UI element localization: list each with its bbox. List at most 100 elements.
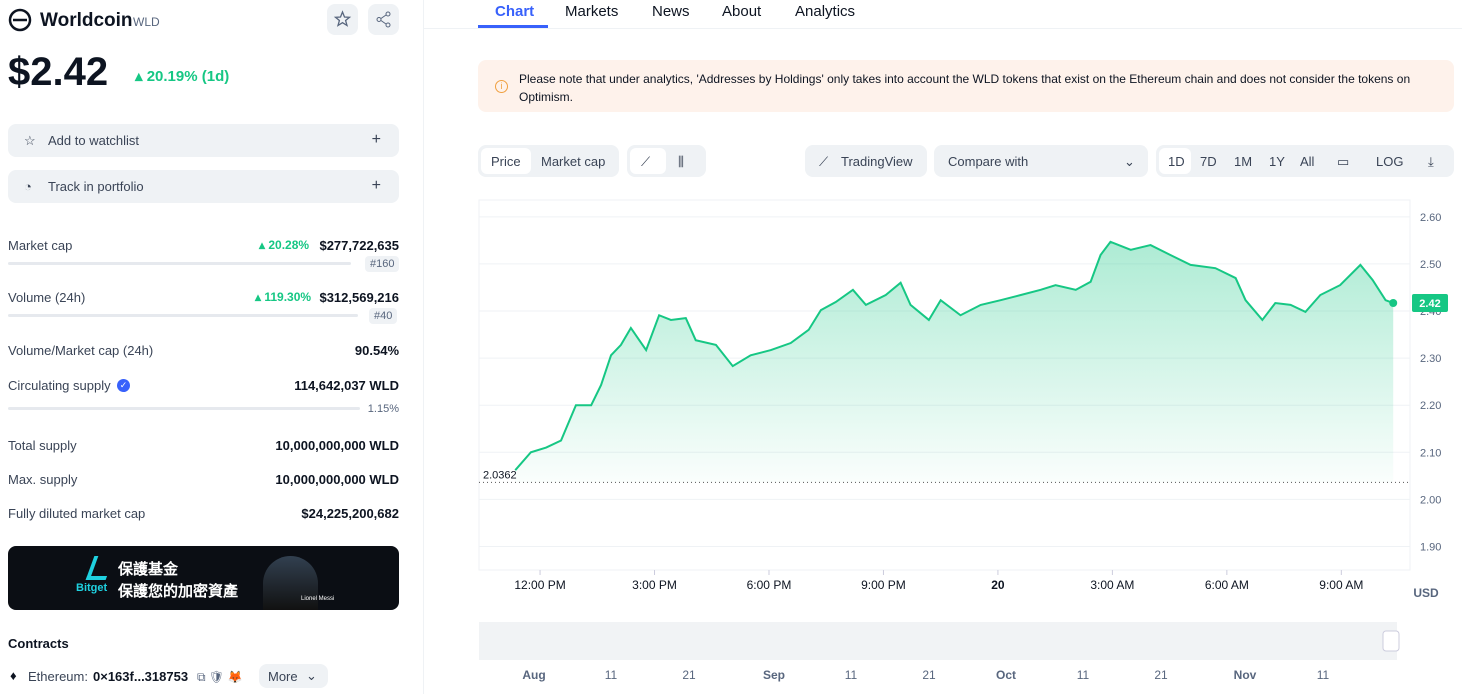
currency-label: USD xyxy=(1413,586,1439,600)
toggle-price[interactable]: Price xyxy=(491,154,521,169)
chart-type-toggle[interactable]: ⟋ ⫼ xyxy=(627,145,706,177)
portfolio-label: Track in portfolio xyxy=(48,179,144,194)
notice: i Please note that under analytics, 'Add… xyxy=(478,60,1454,112)
supply-percent: 1.15% xyxy=(367,403,399,415)
more-label: More xyxy=(268,669,298,684)
stat-value: $312,569,216 xyxy=(319,290,399,305)
star-button[interactable] xyxy=(327,4,358,35)
x-tick-label: 20 xyxy=(991,578,1005,592)
price: $2.42 xyxy=(8,50,109,94)
navigator-label: 21 xyxy=(682,668,696,682)
range-button[interactable]: All xyxy=(1300,154,1315,169)
tab[interactable]: News xyxy=(652,3,690,20)
ad-line2: 保護您的加密資產 xyxy=(118,583,239,600)
supply-bar xyxy=(8,407,360,410)
rank-bar xyxy=(8,262,351,265)
plot-frame xyxy=(478,199,1411,571)
tab[interactable]: Analytics xyxy=(795,3,856,20)
ad-line1: 保護基金 xyxy=(118,561,179,578)
range-button[interactable]: 7D xyxy=(1200,154,1217,169)
navigator-label: 21 xyxy=(1154,668,1168,682)
watchlist-label: Add to watchlist xyxy=(48,133,140,148)
coin-symbol: WLD xyxy=(133,15,160,29)
share-button[interactable] xyxy=(368,4,399,35)
compare-label: Compare with xyxy=(948,154,1029,169)
y-tick-label: 2.60 xyxy=(1420,212,1441,224)
x-tick-label: 9:00 AM xyxy=(1319,578,1363,592)
stat-value: 114,642,037 WLD xyxy=(294,378,399,393)
stat-label: Market cap xyxy=(8,238,73,253)
watchlist-button[interactable]: ☆ Add to watchlist + xyxy=(8,124,399,157)
stat-value: $24,225,200,682 xyxy=(301,506,399,521)
price-line xyxy=(514,240,1394,471)
contracts-title: Contracts xyxy=(8,636,69,651)
navigator-label: Aug xyxy=(522,668,545,682)
stat-change-text: 20.28% xyxy=(268,238,310,252)
y-tick-label: 2.10 xyxy=(1420,447,1441,459)
last-price-label: 2.42 xyxy=(1419,298,1440,310)
stat-label: Total supply xyxy=(8,438,77,453)
rank-bar xyxy=(8,314,358,317)
y-tick-label: 1.90 xyxy=(1420,541,1441,553)
y-tick-label: 2.00 xyxy=(1420,494,1441,506)
stat-change: ▴ 119.30% xyxy=(255,290,312,304)
stat-label: Fully diluted market cap xyxy=(8,506,146,521)
price-area xyxy=(515,241,1394,483)
ad-banner[interactable]: Bitget 保護基金 保護您的加密資產 Lionel Messi xyxy=(8,546,399,610)
coin-name: Worldcoin xyxy=(40,10,133,31)
tradingview-button[interactable]: ⟋ TradingView xyxy=(805,145,927,177)
navigator-label: 11 xyxy=(1317,668,1330,682)
y-tick-label: 2.50 xyxy=(1420,259,1441,271)
stat-label: Circulating supply xyxy=(8,378,111,393)
tab-indicator xyxy=(478,25,548,28)
logo xyxy=(8,8,32,32)
last-point xyxy=(1389,299,1398,308)
portfolio-button[interactable]: ◔ Track in portfolio + xyxy=(8,170,399,203)
ad-brand: Bitget xyxy=(76,582,108,594)
min-label: 2.0362 xyxy=(483,469,517,481)
stat-value: 90.54% xyxy=(354,343,399,358)
stat-label: Volume (24h) xyxy=(8,290,86,305)
ad-person: Lionel Messi xyxy=(301,596,335,602)
x-tick-label: 6:00 PM xyxy=(747,578,792,592)
tab[interactable]: Markets xyxy=(565,3,619,20)
more-button[interactable]: More ⌄ xyxy=(259,664,328,688)
contract-chain: Ethereum: xyxy=(28,669,88,684)
tab[interactable]: About xyxy=(722,3,762,20)
navigator-label: 21 xyxy=(922,668,936,682)
range-button[interactable]: 1D xyxy=(1168,154,1185,169)
x-tick-label: 3:00 PM xyxy=(632,578,677,592)
y-tick-label: 2.30 xyxy=(1420,353,1441,365)
navigator-label: Oct xyxy=(996,668,1016,682)
log-button[interactable]: LOG xyxy=(1376,154,1404,169)
stat-change-text: 119.30% xyxy=(264,290,312,304)
range-toolbar: 1D 7D 1M 1Y All ▭ LOG ⤓ xyxy=(1156,145,1454,177)
stat-change: ▴ 20.28% xyxy=(259,238,310,252)
divider xyxy=(423,0,424,694)
stat-label: Volume/Market cap (24h) xyxy=(8,343,154,358)
navigator-label: Sep xyxy=(763,668,785,682)
tab[interactable]: Chart xyxy=(495,3,535,20)
navigator-label: 11 xyxy=(605,668,618,682)
navigator-label: 11 xyxy=(845,668,858,682)
price-change: ▴ 20.19% (1d) xyxy=(135,68,230,85)
tradingview-label: TradingView xyxy=(841,154,913,169)
rank: #160 xyxy=(365,256,400,272)
last-price-box xyxy=(1412,294,1448,313)
navigator-label: 11 xyxy=(1077,668,1090,682)
x-tick-label: 6:00 AM xyxy=(1205,578,1249,592)
navigator-handle[interactable] xyxy=(1382,630,1400,652)
toggle-market-cap[interactable]: Market cap xyxy=(541,154,606,169)
contract-address[interactable]: 0×163f...318753 xyxy=(93,669,189,684)
price-change-text: 20.19% (1d) xyxy=(146,68,230,85)
verified-icon: ✓ xyxy=(117,379,130,392)
price-toggle: Price Market cap xyxy=(478,145,619,177)
range-button[interactable]: 1M xyxy=(1234,154,1253,169)
y-tick-label: 2.20 xyxy=(1420,400,1441,412)
navigator-label: Nov xyxy=(1234,668,1257,682)
compare-select[interactable]: Compare with ⌄ xyxy=(934,145,1148,177)
range-button[interactable]: 1Y xyxy=(1269,154,1285,169)
stat-label: Max. supply xyxy=(8,472,78,487)
